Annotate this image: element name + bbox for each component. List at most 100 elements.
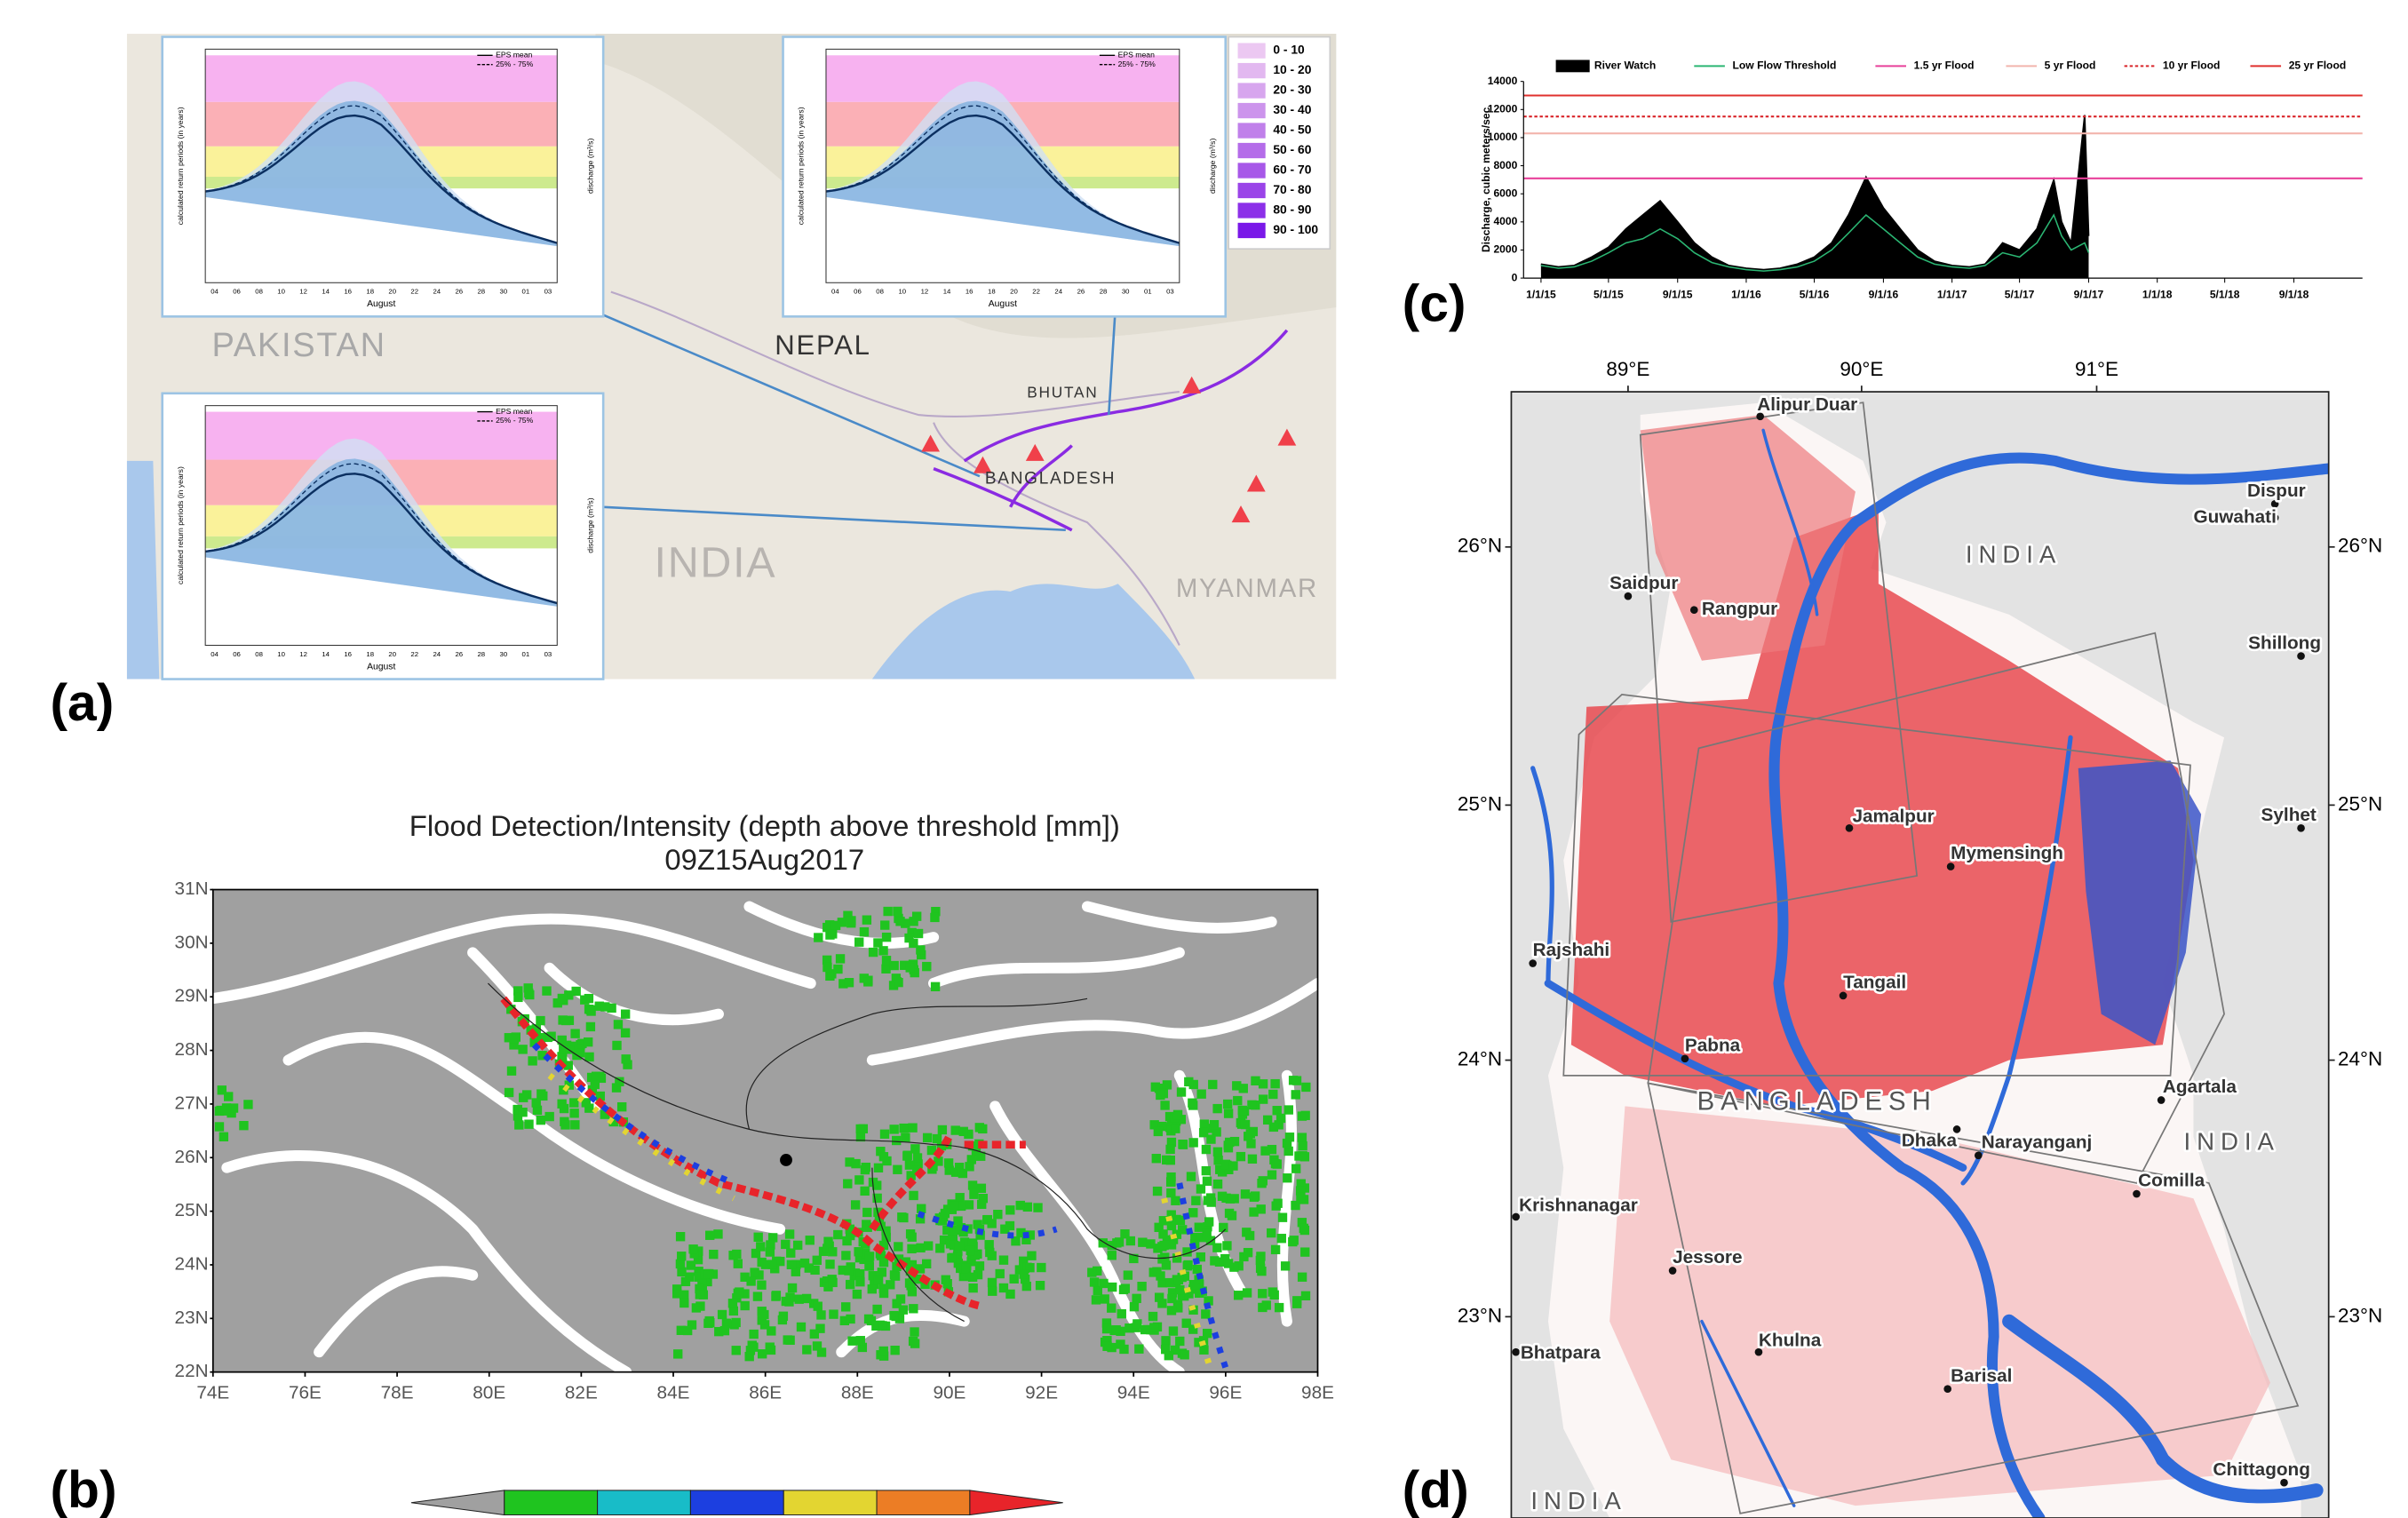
flood-pixel bbox=[584, 1052, 594, 1062]
flood-pixel bbox=[930, 982, 941, 992]
flood-pixel bbox=[1202, 1228, 1212, 1239]
flood-pixel bbox=[878, 1152, 889, 1162]
flood-pixel bbox=[805, 1236, 815, 1245]
flood-pixel bbox=[695, 1284, 704, 1294]
flood-pixel bbox=[827, 969, 837, 979]
flood-pixel bbox=[590, 1079, 600, 1090]
flood-pixel bbox=[843, 1179, 853, 1188]
scene-footprint bbox=[1562, 693, 2191, 1077]
flood-pixel bbox=[872, 1304, 882, 1315]
connector bbox=[602, 314, 981, 478]
flood-pixel bbox=[1228, 1161, 1238, 1171]
flood-pixel bbox=[940, 1208, 950, 1219]
plot-frame bbox=[825, 48, 1180, 283]
flood-pixel bbox=[1201, 1309, 1211, 1319]
flood-pixel bbox=[552, 998, 562, 1008]
prob-legend-swatch bbox=[1237, 102, 1266, 119]
inset-x-tick: 22 bbox=[410, 288, 418, 296]
flood-pixel bbox=[968, 1283, 978, 1293]
flood-pixel bbox=[922, 961, 932, 972]
river bbox=[1768, 452, 2329, 1518]
flood-pixel bbox=[889, 1270, 900, 1280]
flood-pixel bbox=[1156, 1090, 1165, 1101]
flood-pixel bbox=[974, 1261, 985, 1271]
flood-pixel bbox=[600, 1109, 610, 1119]
flood-pixel bbox=[1291, 1299, 1302, 1308]
flood-pixel bbox=[910, 1339, 920, 1348]
city-label: Tangail bbox=[1843, 973, 1906, 993]
flood-pixel bbox=[846, 918, 856, 928]
flood-pixel bbox=[727, 1299, 738, 1308]
flood-pixel bbox=[717, 1309, 727, 1320]
x-tick-label: 9/1/18 bbox=[2279, 288, 2309, 300]
dry-channel bbox=[314, 1266, 479, 1358]
flood-pixel bbox=[1172, 1109, 1183, 1120]
flood-pixel bbox=[845, 1157, 854, 1167]
flood-pixel bbox=[750, 1268, 759, 1277]
flood-pixel bbox=[1298, 1140, 1307, 1151]
flood-pixel bbox=[815, 1323, 825, 1333]
flood-pixel bbox=[868, 947, 878, 958]
flood-pixel bbox=[829, 1309, 838, 1319]
flood-pixel bbox=[878, 1288, 889, 1299]
haor-water bbox=[2078, 760, 2202, 1045]
flood-pixel bbox=[855, 1132, 866, 1142]
flood-pixel bbox=[1268, 1287, 1277, 1297]
city-dot bbox=[1512, 1212, 1520, 1221]
flood-pixel bbox=[543, 1032, 552, 1043]
flood-pixel bbox=[837, 918, 847, 927]
dry-channel bbox=[866, 977, 1318, 1066]
flood-pixel bbox=[1111, 1325, 1121, 1335]
inset-x-tick: 14 bbox=[322, 650, 330, 658]
scene-footprint bbox=[1639, 401, 1919, 923]
inset-x-tick: 08 bbox=[255, 650, 263, 658]
flood-pixel bbox=[1102, 1341, 1112, 1351]
inset-x-label: August bbox=[989, 299, 1017, 309]
flood-pixel bbox=[713, 1229, 723, 1239]
flood-pixel bbox=[1167, 1293, 1177, 1304]
flood-pixel bbox=[973, 1220, 982, 1229]
flood-pixel bbox=[975, 1230, 985, 1240]
flood-pixel bbox=[1166, 1137, 1177, 1148]
flood-pixel bbox=[998, 1283, 1009, 1293]
flood-pixel bbox=[1166, 1210, 1176, 1220]
flood-pixel bbox=[509, 1034, 520, 1044]
flood-pixel bbox=[1164, 1111, 1175, 1122]
map-layer bbox=[1511, 392, 2329, 1518]
flood-pixel bbox=[226, 1108, 236, 1118]
flood-pixel bbox=[1237, 1105, 1247, 1116]
y-tick-label: 6000 bbox=[1493, 187, 1517, 199]
flood-pixel bbox=[760, 1260, 771, 1269]
inset-x-tick: 16 bbox=[344, 650, 352, 658]
flood-pixel bbox=[1238, 1084, 1248, 1093]
eps-mean bbox=[204, 114, 558, 244]
y-tick-label: 0 bbox=[1512, 271, 1518, 283]
flood-pixel bbox=[1267, 1170, 1277, 1180]
map-title: Flood Detection/Intensity (depth above t… bbox=[409, 809, 1120, 842]
flood-pixel bbox=[1015, 1200, 1025, 1211]
city-dot bbox=[1952, 1125, 1961, 1133]
flood-pixel bbox=[1222, 1241, 1232, 1251]
flood-pixel bbox=[1273, 1198, 1283, 1208]
flood-pixel bbox=[1157, 1254, 1167, 1264]
flood-pixel bbox=[1236, 1151, 1246, 1162]
x-tick-label: 1/1/16 bbox=[1731, 288, 1761, 300]
flood-pixel bbox=[559, 1085, 568, 1095]
flood-pixel bbox=[1201, 1165, 1212, 1176]
flood-pixel bbox=[1224, 1208, 1235, 1219]
inset-x-tick: 14 bbox=[943, 288, 951, 296]
flood-pixel bbox=[524, 1119, 534, 1129]
flood-pixel bbox=[557, 1099, 567, 1109]
flood-pixel bbox=[901, 1257, 910, 1267]
flood-pixel bbox=[557, 1035, 567, 1045]
flood-pixel bbox=[909, 1190, 918, 1201]
flood-pixel bbox=[740, 1300, 750, 1311]
lat-tick: 27N bbox=[175, 1093, 209, 1113]
lat-tick: 26°N bbox=[1458, 535, 1502, 557]
flood-pixel bbox=[581, 1098, 592, 1108]
flood-pixel bbox=[816, 1310, 826, 1320]
flood-pixel bbox=[835, 954, 846, 964]
flood-pixel bbox=[1300, 1110, 1310, 1121]
prob-legend-swatch bbox=[1237, 203, 1266, 219]
flood-pixel bbox=[1196, 1252, 1206, 1262]
